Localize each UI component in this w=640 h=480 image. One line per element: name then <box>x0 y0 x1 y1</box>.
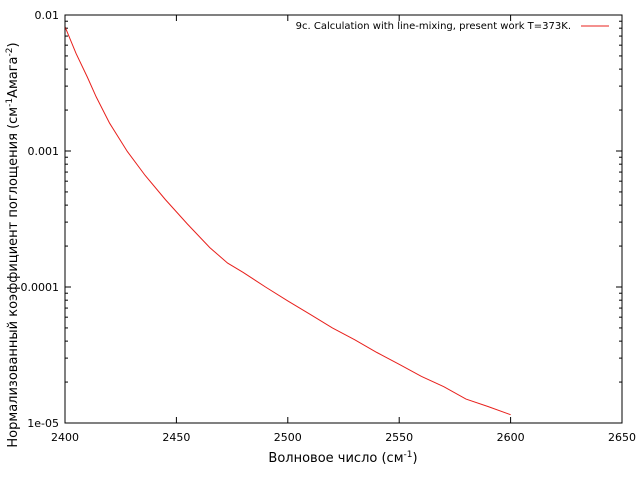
x-tick-label: 2400 <box>51 431 79 444</box>
legend: 9c. Calculation with line-mixing, presen… <box>296 21 609 32</box>
y-tick-label: 0.0001 <box>21 281 60 294</box>
series-line <box>64 26 511 416</box>
series-layer <box>64 26 511 416</box>
y-tick-label: 0.001 <box>28 145 60 158</box>
legend-label: 9c. Calculation with line-mixing, presen… <box>296 21 571 32</box>
y-tick-label: 1e-05 <box>27 417 59 430</box>
plot-frame <box>64 14 623 424</box>
x-tick-label: 2550 <box>385 431 413 444</box>
x-tick-label: 2650 <box>608 431 636 444</box>
x-tick-label: 2600 <box>497 431 525 444</box>
y-axis-title: Нормализованный коэффициент поглощения (… <box>5 42 21 447</box>
y-tick-label: 0.01 <box>35 9 60 22</box>
tick-labels: 2400 2450 2500 2550 2600 2650 0.01 0.001 0.0001 1… <box>21 9 637 444</box>
x-axis-title: Волновое число (см-1) <box>268 450 417 466</box>
x-tick-label: 2500 <box>274 431 302 444</box>
x-tick-label: 2450 <box>162 431 190 444</box>
